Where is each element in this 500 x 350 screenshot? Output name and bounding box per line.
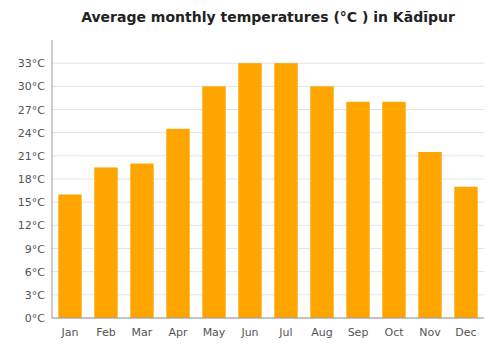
bar (274, 63, 297, 318)
x-ticks: Jan Feb Mar Apr May Jun Jul Aug Sep Oct Nov Dec (61, 326, 477, 339)
y-axis-line (52, 40, 53, 318)
title: Average monthly temperatures (°C ) in Kā… (81, 9, 455, 25)
x-tick-label: Jun (240, 326, 258, 339)
y-tick-label: 24°C (18, 127, 45, 140)
grid-line (52, 86, 484, 87)
bar (310, 86, 333, 318)
bar (202, 86, 225, 318)
y-tick-label: 18°C (18, 173, 45, 186)
bar (94, 167, 117, 318)
x-tick-label: Oct (384, 326, 404, 339)
grid-line (52, 109, 484, 110)
bar (382, 102, 405, 318)
x-tick-label: Feb (96, 326, 115, 339)
y-tick-label: 21°C (18, 150, 45, 163)
bar (58, 194, 81, 318)
bar (238, 63, 261, 318)
page: {"chart_data": {"type": "bar", "title": … (0, 0, 500, 350)
x-tick-label: Sep (348, 326, 369, 339)
y-tick-label: 6°C (25, 266, 45, 279)
x-tick-label: Jan (61, 326, 79, 339)
y-tick-label: 3°C (25, 289, 45, 302)
bar (418, 152, 441, 318)
y-tick-label: 15°C (18, 196, 45, 209)
y-tick-label: 9°C (25, 243, 45, 256)
bar (454, 187, 477, 318)
chart: Average monthly temperatures (°C ) in Kā… (0, 0, 500, 350)
y-ticks: 0°C 3°C 6°C 9°C 12°C 15°C 18°C 21°C 24°C 27°C 30°C… (18, 57, 45, 325)
x-axis-line (52, 318, 484, 319)
grid-line (52, 132, 484, 133)
grid-line (52, 63, 484, 64)
x-tick-label: Dec (455, 326, 476, 339)
y-tick-label: 33°C (18, 57, 45, 70)
y-tick-label: 30°C (18, 80, 45, 93)
bar (166, 129, 189, 318)
x-tick-label: Nov (419, 326, 441, 339)
x-tick-label: Apr (168, 326, 188, 339)
y-tick-label: 12°C (18, 219, 45, 232)
y-tick-label: 0°C (25, 312, 45, 325)
x-tick-label: Mar (132, 326, 153, 339)
grid-line (52, 318, 484, 319)
x-tick-label: Aug (311, 326, 332, 339)
bar (130, 164, 153, 318)
bars (58, 63, 477, 318)
y-grid (52, 63, 484, 318)
y-tick-label: 27°C (18, 104, 45, 117)
x-tick-label: May (203, 326, 226, 339)
x-tick-label: Jul (278, 326, 292, 339)
bar (346, 102, 369, 318)
